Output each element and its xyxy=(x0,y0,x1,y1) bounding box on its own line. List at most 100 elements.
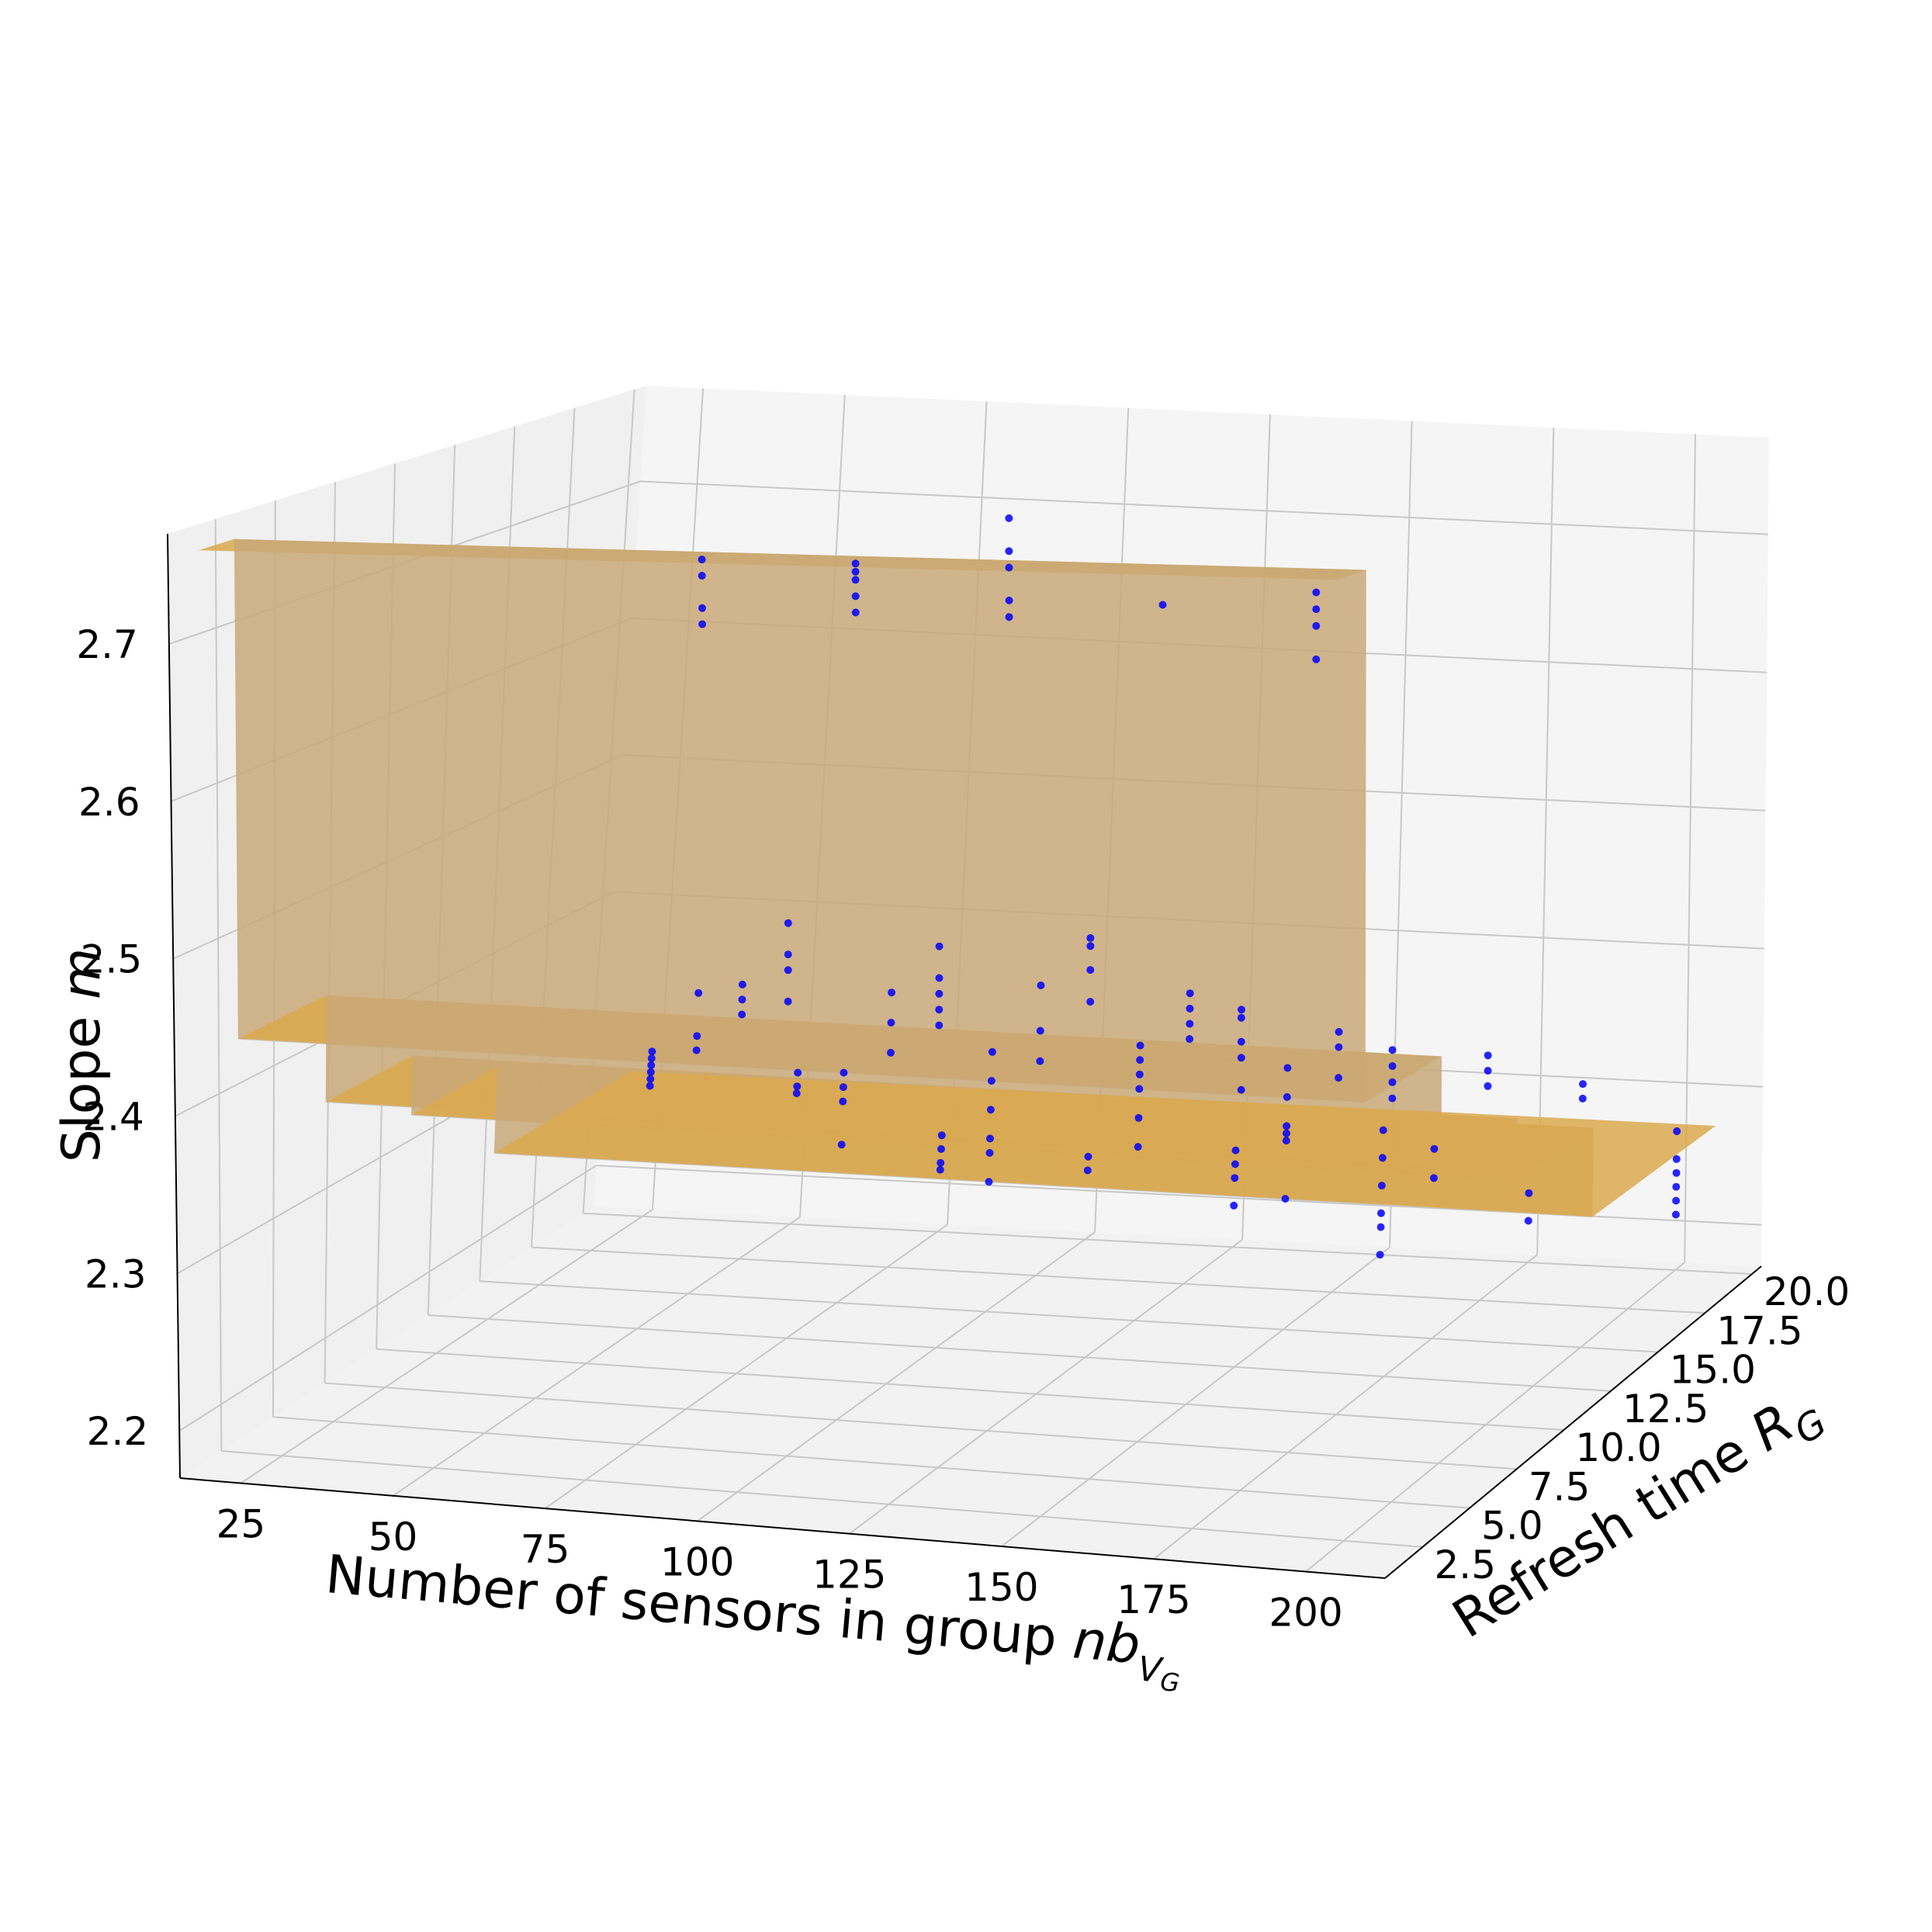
scatter-points xyxy=(646,514,1681,1259)
data-point xyxy=(1376,1251,1384,1259)
data-point xyxy=(1186,989,1194,998)
z-tick-label: 2.4 xyxy=(82,1094,144,1139)
data-point xyxy=(647,1061,656,1069)
data-point xyxy=(1231,1174,1239,1182)
data-point xyxy=(935,989,943,998)
data-point xyxy=(1005,547,1013,556)
data-point xyxy=(1335,1074,1343,1082)
data-point xyxy=(1312,655,1321,663)
x-tick-label: 50 xyxy=(369,1515,418,1560)
grid-line-x-floor xyxy=(1001,1246,1390,1547)
data-point xyxy=(851,559,860,568)
data-point xyxy=(1525,1189,1533,1197)
data-point xyxy=(794,1068,802,1077)
data-point xyxy=(1388,1062,1397,1070)
data-point xyxy=(1484,1082,1492,1090)
data-point xyxy=(851,576,860,584)
z-tick-label: 2.7 xyxy=(76,622,138,667)
x-tick-label: 150 xyxy=(964,1565,1038,1610)
data-point xyxy=(1578,1094,1587,1103)
data-point xyxy=(1281,1195,1290,1203)
data-point xyxy=(1134,1113,1143,1122)
grid-line-x-floor xyxy=(697,1231,1096,1522)
grid-line-y-floor xyxy=(221,1450,1423,1548)
data-point xyxy=(986,1134,994,1143)
data-point xyxy=(1282,1137,1290,1145)
data-point xyxy=(1377,1182,1386,1189)
data-point xyxy=(698,604,706,612)
y-tick-label: 20.0 xyxy=(1764,1269,1850,1314)
y-tick-label: 17.5 xyxy=(1716,1308,1802,1353)
data-point xyxy=(1283,1129,1290,1137)
data-point xyxy=(1672,1196,1681,1205)
grid-line-x-back xyxy=(1536,428,1555,1255)
data-point xyxy=(1084,1152,1092,1161)
data-point xyxy=(840,1068,848,1077)
data-point xyxy=(935,974,943,982)
grid-line-z-side xyxy=(178,1165,597,1432)
data-point xyxy=(1238,1006,1245,1014)
data-point xyxy=(694,989,703,997)
tick-labels: 25 50 75 100 125 150 175 2002.55.07.510.012.515… xyxy=(76,622,1850,1636)
grid-line-y-floor xyxy=(272,1416,1470,1509)
x-tick-label: 75 xyxy=(521,1527,570,1572)
data-point xyxy=(839,1083,847,1092)
grid-line-y-floor xyxy=(480,1280,1658,1353)
z-tick-label: 2.3 xyxy=(85,1252,147,1297)
data-point xyxy=(1186,1035,1194,1044)
x-axis-line xyxy=(179,1477,1386,1579)
data-point xyxy=(1086,934,1095,942)
data-point xyxy=(1672,1182,1681,1191)
data-point xyxy=(738,995,746,1004)
data-point xyxy=(784,950,792,959)
grid-line-x-floor xyxy=(392,1216,801,1497)
data-point xyxy=(1388,1046,1397,1054)
grid-line-x-floor xyxy=(1153,1254,1538,1560)
data-point xyxy=(839,1097,847,1106)
y-axis-line xyxy=(1384,1265,1762,1579)
y-tick-label: 10.0 xyxy=(1575,1425,1661,1470)
data-point xyxy=(1136,1056,1144,1065)
data-point xyxy=(793,1082,802,1091)
data-point xyxy=(1379,1126,1387,1134)
data-point xyxy=(647,1054,656,1062)
grid-line-x-back xyxy=(1684,434,1696,1262)
data-point xyxy=(1484,1067,1492,1075)
data-point xyxy=(851,567,860,576)
data-point xyxy=(851,592,860,601)
data-point xyxy=(1484,1051,1492,1060)
data-point xyxy=(784,966,792,975)
data-point xyxy=(1237,1054,1245,1062)
data-point xyxy=(648,1047,656,1056)
data-point xyxy=(1134,1143,1142,1151)
grid-line-x-floor xyxy=(240,1209,653,1484)
data-point xyxy=(738,980,746,989)
data-point xyxy=(1135,1085,1144,1093)
z-tick-label: 2.6 xyxy=(78,780,140,825)
data-point xyxy=(935,942,943,950)
grid-line-x-floor xyxy=(545,1224,948,1509)
data-point xyxy=(1312,588,1321,597)
data-point xyxy=(646,1082,654,1090)
data-point xyxy=(1186,1020,1194,1028)
data-point xyxy=(1376,1223,1385,1231)
grid-line-x-floor xyxy=(1305,1262,1685,1573)
data-point xyxy=(1430,1174,1438,1182)
x-tick-label: 100 xyxy=(660,1539,734,1584)
data-point xyxy=(1335,1043,1343,1051)
data-point xyxy=(784,919,792,927)
data-point xyxy=(698,572,706,580)
grid-line-z-back xyxy=(640,480,1768,535)
data-point xyxy=(1237,1085,1245,1094)
data-point xyxy=(1283,1122,1291,1130)
axis-lines xyxy=(167,533,1762,1579)
grid-line-y-floor xyxy=(583,1212,1752,1276)
data-point xyxy=(1388,1078,1397,1086)
data-point xyxy=(698,556,706,564)
data-point xyxy=(693,1032,701,1040)
x-tick-label: 125 xyxy=(812,1553,886,1598)
data-point xyxy=(1005,613,1013,621)
surface-riser xyxy=(234,538,1366,1103)
data-point xyxy=(937,1144,945,1153)
y-tick-label: 2.5 xyxy=(1435,1542,1497,1587)
